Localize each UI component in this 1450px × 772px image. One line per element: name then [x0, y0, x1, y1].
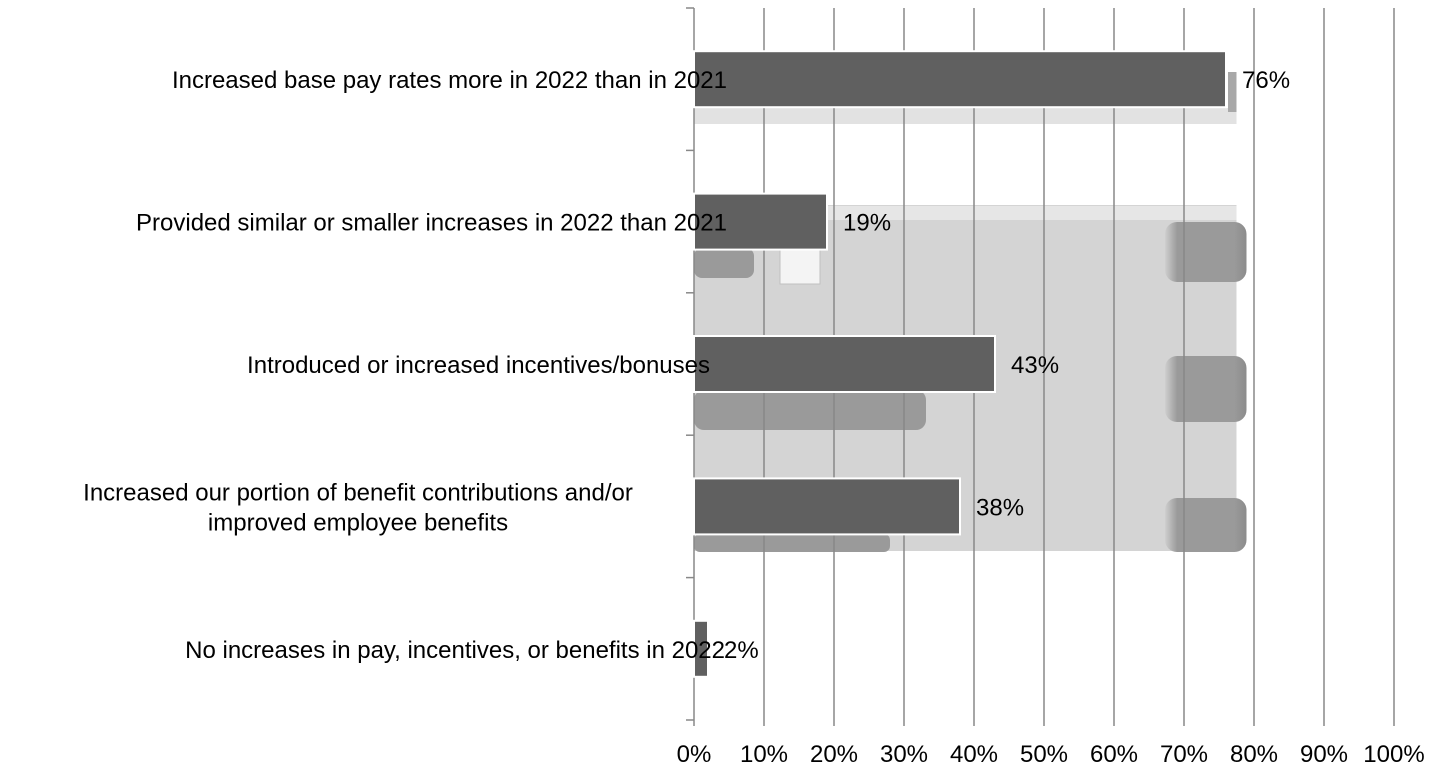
bar — [693, 335, 996, 393]
category-labels: Increased base pay rates more in 2022 th… — [83, 67, 727, 664]
background-block — [1165, 356, 1247, 422]
category-label: Increased base pay rates more in 2022 th… — [172, 67, 727, 94]
x-tick-label: 90% — [1300, 741, 1348, 768]
data-labels: 76% 19% 43% 38% 2% — [724, 67, 1290, 664]
x-tick-label: 20% — [810, 741, 858, 768]
data-label: 43% — [1011, 352, 1059, 379]
category-label: Provided similar or smaller increases in… — [136, 210, 727, 237]
bar — [693, 50, 1227, 109]
background-strip — [694, 108, 1237, 124]
background-block — [1165, 498, 1247, 552]
bar — [693, 477, 961, 536]
x-tick-label: 0% — [677, 741, 712, 768]
background-strip — [694, 206, 1237, 220]
x-tick-label: 60% — [1090, 741, 1138, 768]
bar — [693, 192, 828, 251]
x-tick-label: 80% — [1230, 741, 1278, 768]
category-label-line: improved employee benefits — [208, 509, 508, 536]
category-label: Increased our portion of benefit contrib… — [83, 479, 633, 536]
data-label: 19% — [843, 210, 891, 237]
background-block — [694, 534, 890, 552]
x-tick-label: 100% — [1363, 741, 1424, 768]
category-label: No increases in pay, incentives, or bene… — [185, 637, 725, 664]
category-label: Introduced or increased incentives/bonus… — [247, 352, 710, 379]
data-label: 2% — [724, 637, 759, 664]
background-block — [694, 248, 754, 278]
x-tick-label: 50% — [1020, 741, 1068, 768]
x-tick-label: 70% — [1160, 741, 1208, 768]
x-tick-label: 10% — [740, 741, 788, 768]
background-block — [1165, 222, 1247, 282]
x-tick-label: 30% — [880, 741, 928, 768]
background-block — [1228, 72, 1237, 112]
background-block — [779, 247, 821, 285]
data-label: 76% — [1242, 67, 1290, 94]
bar-series — [693, 50, 1227, 678]
bar — [693, 619, 709, 678]
x-tick-label: 40% — [950, 741, 998, 768]
x-axis-tick-labels: 0% 10% 20% 30% 40% 50% 60% 70% 80% 90% 100% — [677, 741, 1425, 768]
category-label-line: Increased our portion of benefit contrib… — [83, 479, 633, 506]
background-block — [694, 390, 926, 430]
data-label: 38% — [976, 494, 1024, 521]
